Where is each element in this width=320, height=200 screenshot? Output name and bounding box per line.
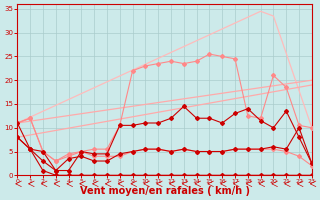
X-axis label: Vent moyen/en rafales ( km/h ): Vent moyen/en rafales ( km/h ) bbox=[80, 186, 250, 196]
